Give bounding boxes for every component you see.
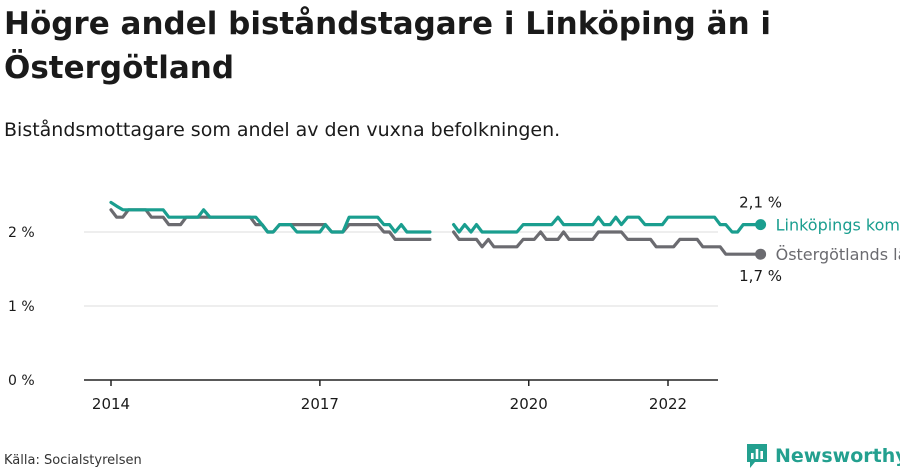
- chart-subtitle: Biståndsmottagare som andel av den vuxna…: [4, 119, 561, 141]
- source-note: Källa: Socialstyrelsen: [4, 453, 142, 468]
- series-line: [109, 200, 432, 234]
- newsworthy-bar-chart-icon: [747, 444, 767, 468]
- line-chart: 0 % 1 % 2 % 2014 2017 2020 2022 Linköpings komm…: [8, 194, 900, 413]
- series-label: Linköpings kommun: [776, 216, 900, 235]
- x-tick-label: 2020: [510, 395, 548, 413]
- series-label: Östergötlands län: [776, 245, 900, 264]
- series-line: [452, 230, 763, 256]
- brand-logo: Newsworthy: [745, 441, 900, 471]
- x-tick-label: 2014: [92, 395, 130, 413]
- series-line: [452, 215, 763, 234]
- end-marker: [755, 248, 767, 260]
- y-tick-label: 1 %: [8, 299, 35, 315]
- end-marker: [755, 219, 767, 231]
- x-tick-label: 2022: [649, 395, 687, 413]
- end-value-label: 2,1 %: [739, 194, 782, 212]
- y-tick-label: 0 %: [8, 373, 35, 389]
- y-tick-label: 2 %: [8, 225, 35, 241]
- x-tick-label: 2017: [301, 395, 339, 413]
- chart-title: Högre andel biståndstagare i Linköping ä…: [4, 6, 772, 86]
- brand-name: Newsworthy: [775, 445, 900, 467]
- end-value-label: 1,7 %: [739, 267, 782, 285]
